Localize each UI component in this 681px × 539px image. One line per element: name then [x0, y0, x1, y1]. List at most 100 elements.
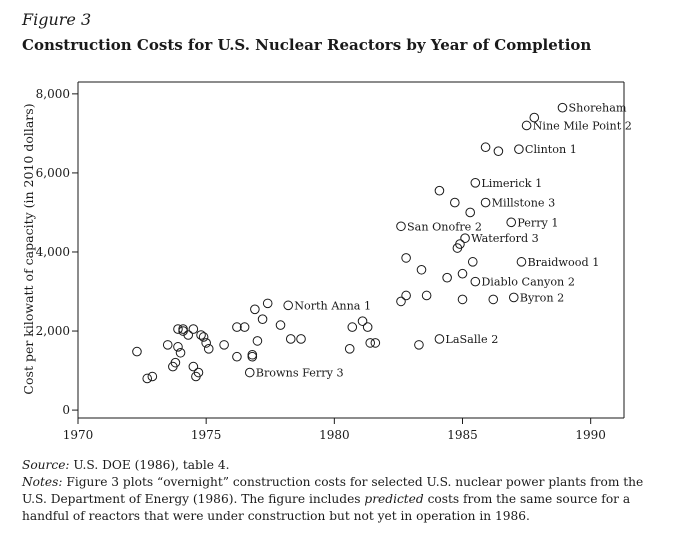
point-label: Braidwood 1: [527, 256, 599, 269]
data-point: [257, 314, 268, 324]
data-point: [232, 322, 242, 332]
y-tick-label: 2,000: [36, 324, 70, 338]
notes-emphasis: predicted: [364, 492, 424, 506]
data-point: [232, 351, 242, 362]
data-point: [132, 346, 142, 357]
data-point: [178, 324, 188, 334]
point-label: Waterford 3: [471, 232, 539, 245]
notes-text-1: Figure 3 plots “overnight” construction …: [22, 475, 644, 506]
point-label: North Anna 1: [294, 299, 371, 312]
data-point: [147, 371, 158, 382]
x-tick-label: 1980: [319, 428, 350, 442]
point-label: Nine Mile Point 2: [533, 119, 632, 132]
point-label: Clinton 1: [525, 143, 577, 156]
point-label: Millstone 3: [492, 197, 556, 210]
notes-paragraph: Notes: Figure 3 plots “overnight” constr…: [22, 474, 652, 525]
data-point-labeled: [480, 197, 491, 208]
y-tick-label: 8,000: [36, 87, 70, 101]
data-point-labeled: [557, 102, 568, 113]
point-label: Perry 1: [517, 216, 558, 229]
data-point: [203, 344, 214, 354]
data-point: [183, 330, 194, 340]
data-point-labeled: [514, 144, 524, 154]
data-point: [416, 264, 427, 275]
data-point-labeled: [460, 233, 470, 243]
chart-marks: LaSalle 2 Browns Ferry 3 North Anna 1 San O…: [132, 102, 632, 384]
data-point: [465, 207, 475, 218]
source-line: Source: U.S. DOE (1986), table 4.: [22, 457, 652, 474]
data-point: [193, 367, 204, 378]
notes-label: Notes:: [22, 475, 63, 489]
data-point-labeled: [244, 367, 255, 378]
data-point: [173, 324, 183, 334]
data-point: [201, 338, 211, 348]
data-point: [457, 268, 468, 279]
data-point: [455, 239, 465, 249]
x-tick-label: 1985: [447, 428, 478, 442]
data-point: [162, 340, 173, 350]
point-label: Byron 2: [520, 291, 565, 304]
data-point: [198, 332, 209, 342]
data-point-labeled: [396, 221, 406, 232]
data-point: [170, 357, 181, 368]
data-point: [250, 304, 260, 315]
data-point: [488, 294, 499, 305]
data-point-labeled: [470, 178, 481, 188]
y-tick-label: 0: [62, 403, 70, 417]
point-label: Limerick 1: [481, 177, 542, 190]
scatter-chart: 0 2,000 4,000 6,000 8,000 1970 1975 1980 1985 199…: [21, 81, 632, 442]
data-point: [188, 361, 199, 372]
source-text: U.S. DOE (1986), table 4.: [69, 458, 230, 472]
data-point: [247, 349, 258, 360]
data-point: [285, 334, 296, 344]
data-point: [421, 290, 432, 301]
data-point: [457, 294, 468, 305]
data-point: [434, 185, 445, 196]
data-point: [247, 351, 258, 362]
data-point: [196, 330, 206, 340]
point-label: Shoreham: [568, 102, 626, 115]
data-point: [188, 324, 199, 334]
data-point: [347, 322, 358, 332]
data-point: [450, 197, 460, 208]
data-point-labeled: [283, 300, 293, 311]
data-point: [362, 322, 373, 332]
data-point: [173, 342, 183, 352]
data-point: [365, 338, 376, 348]
data-point: [370, 338, 381, 348]
data-point: [239, 322, 250, 332]
data-point-labeled: [516, 257, 527, 267]
figure-notes: Source: U.S. DOE (1986), table 4. Notes:…: [22, 457, 652, 525]
chart-axes: 0 2,000 4,000 6,000 8,000 1970 1975 1980 1985 199…: [36, 81, 625, 442]
data-point: [262, 298, 273, 309]
data-point: [344, 344, 355, 354]
data-point: [401, 290, 411, 301]
x-tick-label: 1970: [63, 428, 94, 442]
data-point: [296, 334, 306, 344]
data-point: [142, 373, 153, 384]
data-point: [493, 146, 504, 156]
y-tick-label: 4,000: [36, 245, 70, 259]
data-point: [442, 272, 452, 283]
data-point: [219, 340, 229, 350]
y-tick-label: 6,000: [36, 166, 70, 180]
data-point: [275, 320, 286, 330]
data-point: [252, 336, 263, 346]
data-point-labeled: [434, 334, 445, 344]
x-tick-label: 1975: [191, 428, 222, 442]
data-point: [396, 296, 406, 307]
y-axis-label: Cost per kilowatt of capacity (in 2010 d…: [21, 103, 36, 394]
data-point-labeled: [506, 217, 517, 228]
data-point-labeled: [470, 276, 481, 287]
data-point: [401, 253, 411, 263]
point-label: Diablo Canyon 2: [481, 276, 575, 289]
figure-label: Figure 3: [22, 10, 92, 29]
data-point: [175, 347, 186, 358]
data-point-labeled: [521, 120, 532, 131]
point-label: LaSalle 2: [445, 333, 498, 346]
x-tick-label: 1990: [575, 428, 606, 442]
data-point: [467, 257, 478, 267]
data-point-labeled: [508, 292, 519, 303]
source-label: Source:: [22, 458, 70, 472]
data-point: [414, 340, 424, 350]
